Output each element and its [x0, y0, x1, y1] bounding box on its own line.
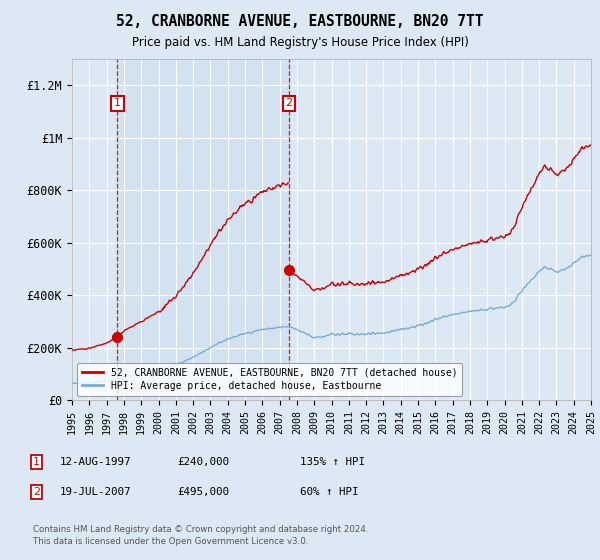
- Text: 135% ↑ HPI: 135% ↑ HPI: [300, 457, 365, 467]
- Text: 1: 1: [33, 457, 40, 467]
- Text: Contains HM Land Registry data © Crown copyright and database right 2024.
This d: Contains HM Land Registry data © Crown c…: [33, 525, 368, 546]
- Text: 52, CRANBORNE AVENUE, EASTBOURNE, BN20 7TT: 52, CRANBORNE AVENUE, EASTBOURNE, BN20 7…: [116, 14, 484, 29]
- Legend: 52, CRANBORNE AVENUE, EASTBOURNE, BN20 7TT (detached house), HPI: Average price,: 52, CRANBORNE AVENUE, EASTBOURNE, BN20 7…: [77, 363, 463, 395]
- Text: £240,000: £240,000: [177, 457, 229, 467]
- Text: 2: 2: [286, 99, 293, 109]
- Text: £495,000: £495,000: [177, 487, 229, 497]
- Text: Price paid vs. HM Land Registry's House Price Index (HPI): Price paid vs. HM Land Registry's House …: [131, 36, 469, 49]
- Text: 1: 1: [114, 99, 121, 109]
- Bar: [118, 59, 289, 400]
- Text: 12-AUG-1997: 12-AUG-1997: [60, 457, 131, 467]
- Text: 2: 2: [33, 487, 40, 497]
- Text: 60% ↑ HPI: 60% ↑ HPI: [300, 487, 359, 497]
- Text: 19-JUL-2007: 19-JUL-2007: [60, 487, 131, 497]
